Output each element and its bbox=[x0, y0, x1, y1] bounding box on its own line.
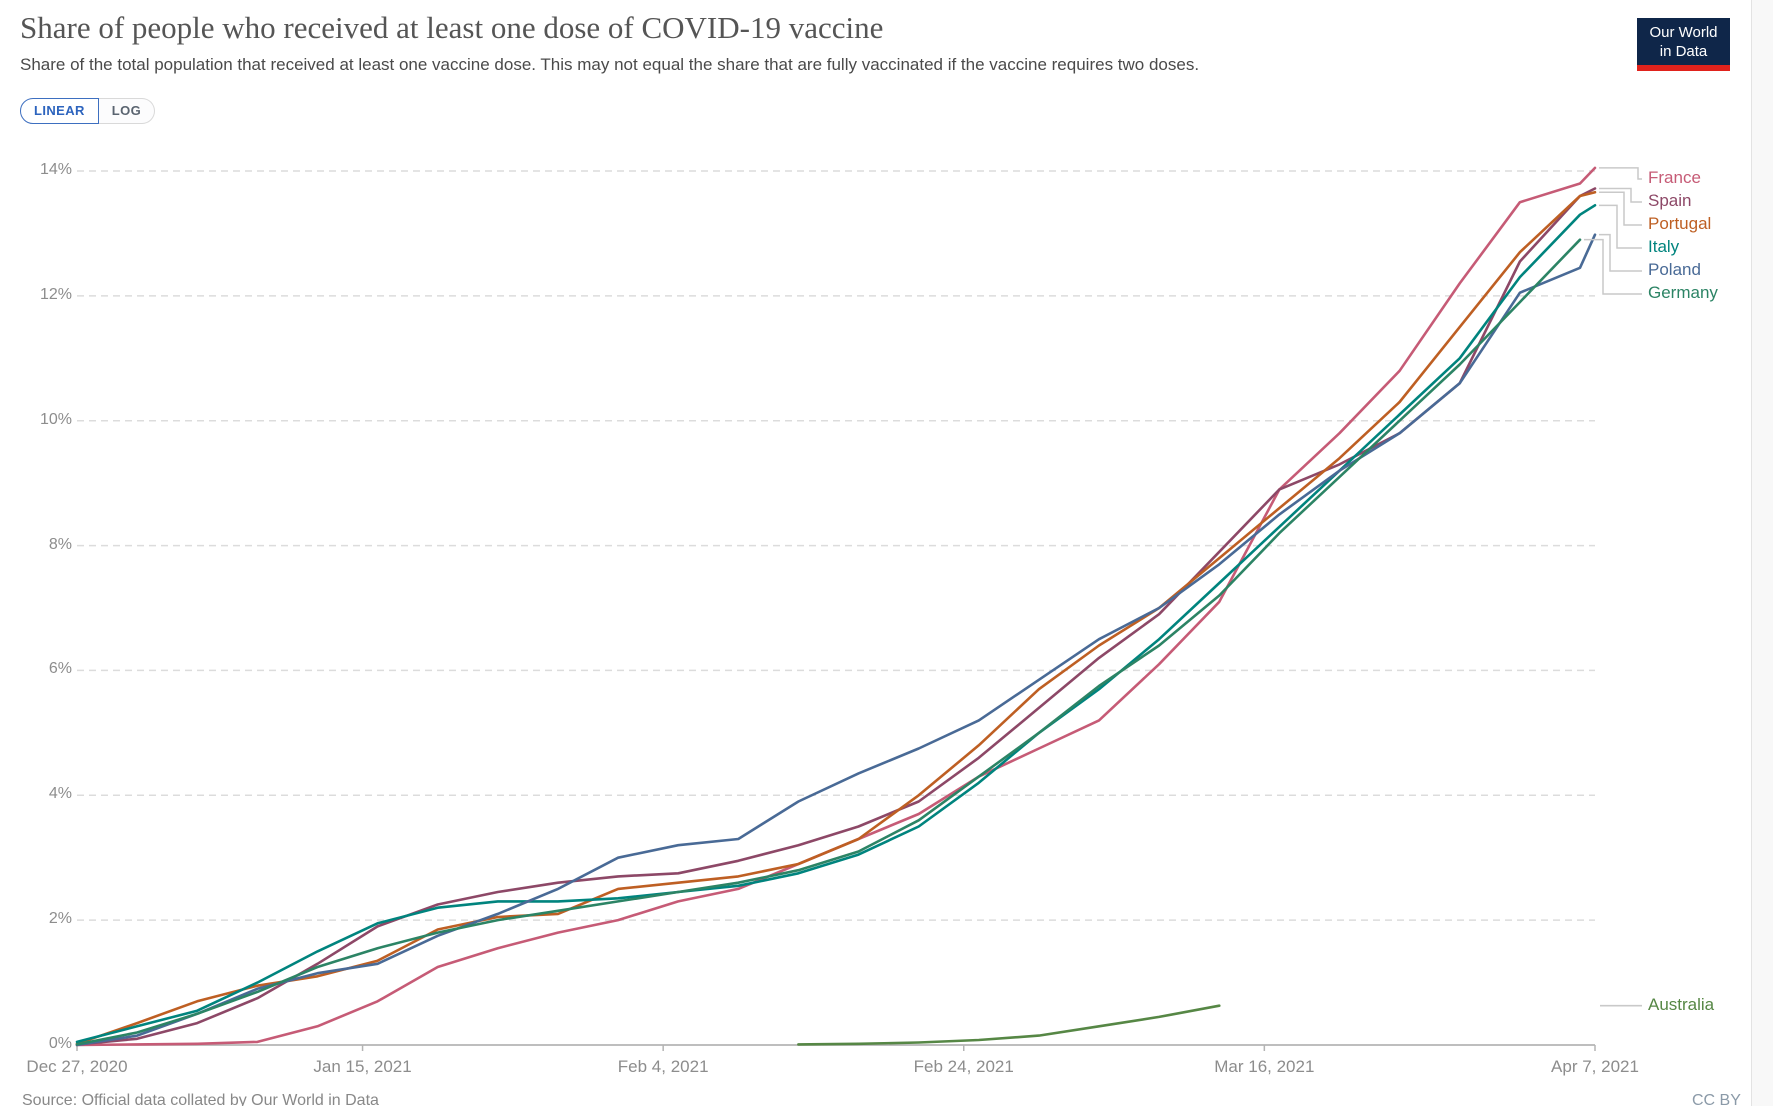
x-tick-label: Dec 27, 2020 bbox=[26, 1057, 128, 1076]
owid-logo[interactable]: Our World in Data bbox=[1637, 18, 1730, 71]
legend-item-poland[interactable]: Poland bbox=[1648, 260, 1701, 279]
legend-connector-poland bbox=[1599, 233, 1642, 272]
chart-subtitle: Share of the total population that recei… bbox=[20, 55, 1200, 74]
owid-logo-line2: in Data bbox=[1659, 43, 1708, 60]
legend-item-australia[interactable]: Australia bbox=[1648, 994, 1715, 1014]
series-line-australia[interactable] bbox=[797, 1004, 1221, 1046]
x-tick-label: Feb 24, 2021 bbox=[913, 1057, 1014, 1076]
y-tick-label: 12% bbox=[39, 285, 72, 303]
legend-connector-france bbox=[1599, 167, 1642, 180]
legend-connector-portugal bbox=[1599, 191, 1642, 226]
source-line: Source: Official data collated by Our Wo… bbox=[22, 1092, 379, 1106]
legend-item-germany[interactable]: Germany bbox=[1648, 283, 1718, 302]
scale-toggle: LINEAR LOG bbox=[20, 98, 156, 124]
y-tick-label: 8% bbox=[48, 535, 72, 553]
series-line-italy[interactable] bbox=[75, 204, 1597, 1044]
y-tick-label: 2% bbox=[48, 910, 72, 928]
x-tick-label: Jan 15, 2021 bbox=[313, 1057, 412, 1076]
y-tick-label: 10% bbox=[39, 410, 72, 428]
x-tick-label: Apr 7, 2021 bbox=[1551, 1057, 1639, 1076]
y-tick-label: 6% bbox=[48, 660, 72, 678]
y-tick-label: 14% bbox=[39, 161, 72, 178]
x-tick-label: Mar 16, 2021 bbox=[1214, 1057, 1315, 1076]
linear-scale-button[interactable]: LINEAR bbox=[20, 98, 99, 124]
series-line-portugal[interactable] bbox=[75, 190, 1597, 1046]
series-line-poland[interactable] bbox=[75, 233, 1597, 1047]
x-tick-label: Feb 4, 2021 bbox=[617, 1057, 709, 1076]
log-scale-button[interactable]: LOG bbox=[98, 98, 156, 124]
legend-connector-germany bbox=[1583, 238, 1642, 295]
owid-logo-line1: Our World bbox=[1649, 24, 1718, 41]
legend-item-portugal[interactable]: Portugal bbox=[1648, 214, 1712, 233]
legend-item-italy[interactable]: Italy bbox=[1648, 237, 1680, 256]
legend-connector-spain bbox=[1599, 187, 1642, 203]
legend-connector-italy bbox=[1599, 204, 1642, 249]
license-link[interactable]: CC BY bbox=[1692, 1092, 1741, 1106]
series-line-germany[interactable] bbox=[75, 238, 1582, 1046]
page-title: Share of people who received at least on… bbox=[20, 10, 884, 45]
series-line-spain[interactable] bbox=[75, 187, 1597, 1046]
right-gutter bbox=[1751, 0, 1773, 1106]
y-tick-label: 4% bbox=[48, 785, 72, 803]
series-line-france[interactable] bbox=[75, 166, 1597, 1047]
legend-item-spain[interactable]: Spain bbox=[1648, 191, 1692, 210]
y-tick-label: 0% bbox=[48, 1035, 72, 1052]
legend-item-france[interactable]: France bbox=[1648, 168, 1701, 187]
